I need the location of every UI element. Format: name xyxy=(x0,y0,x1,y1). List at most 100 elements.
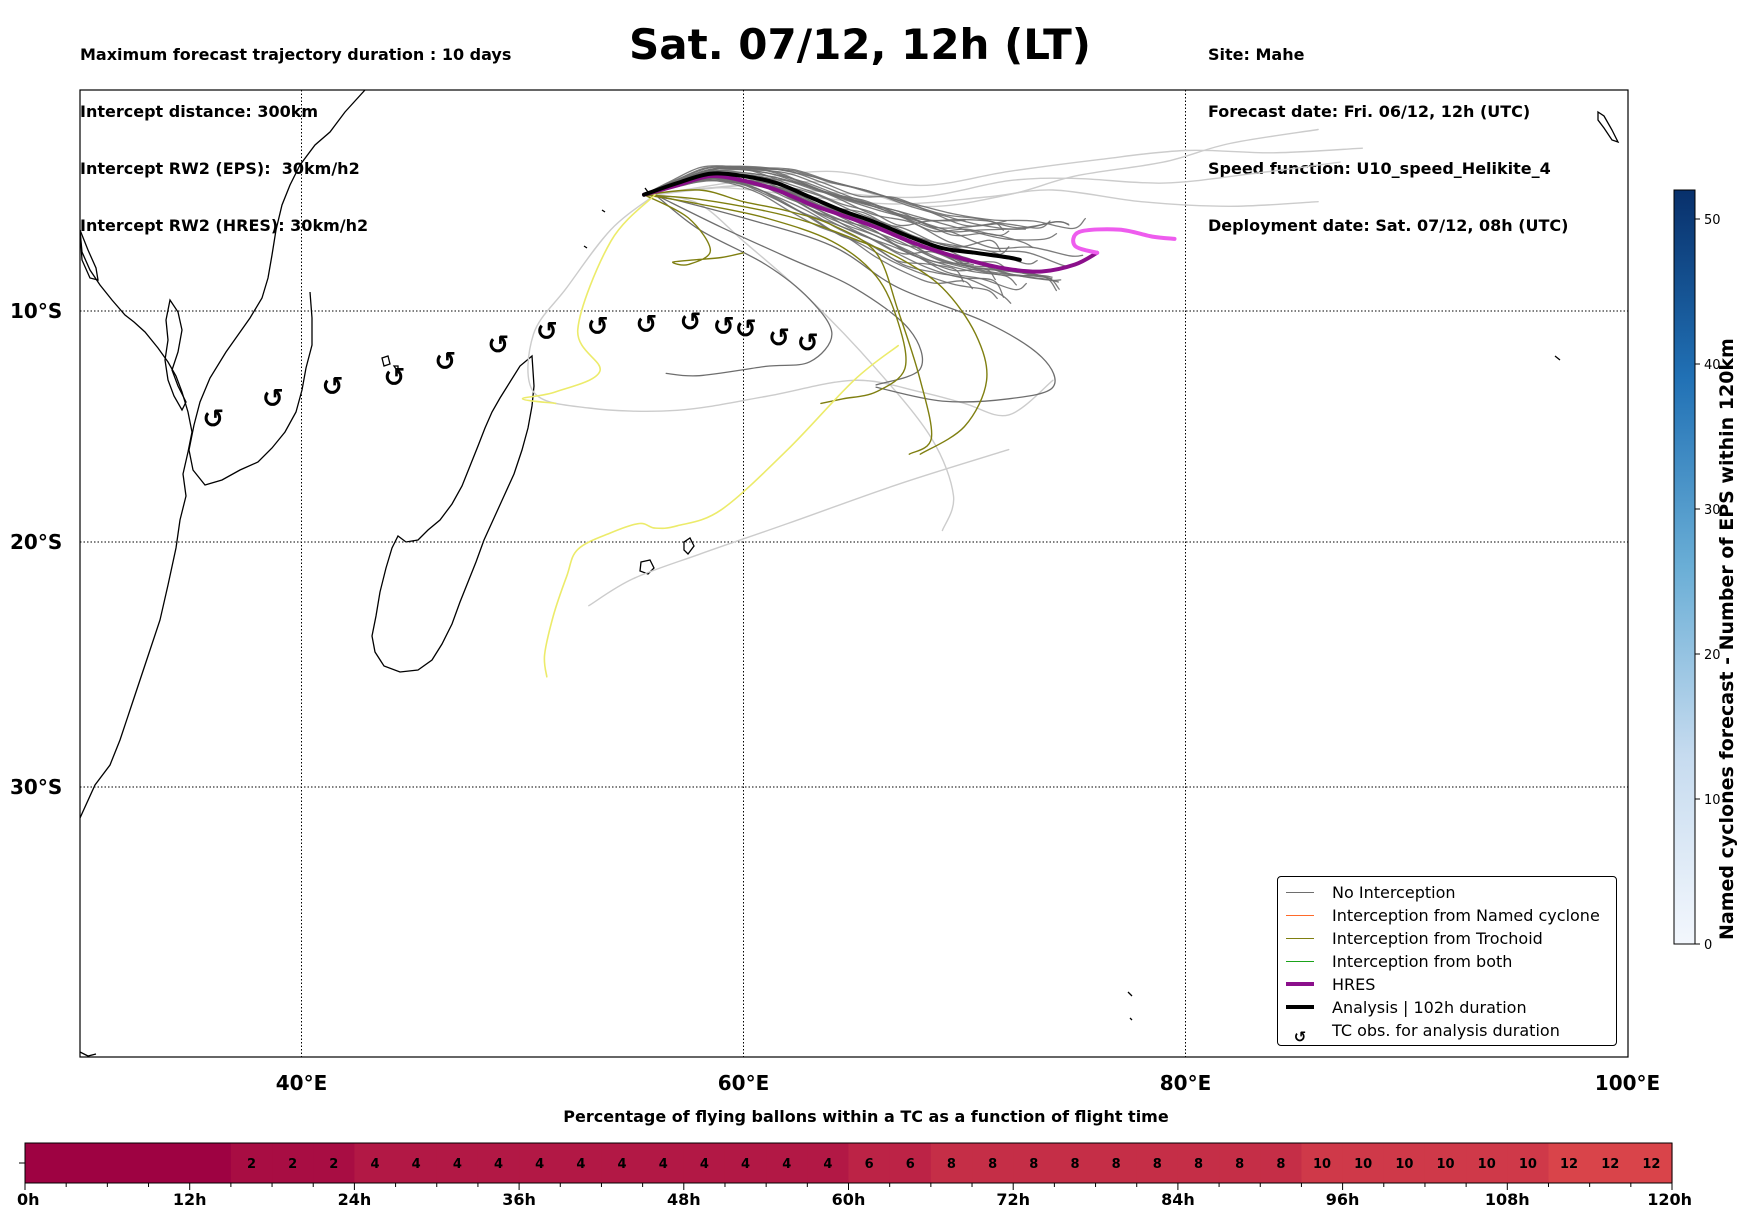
pct-bar-value-7: 2 xyxy=(329,1157,338,1172)
trajectory-layer xyxy=(521,128,1363,678)
colorbar-label: Named cyclones forecast - Number of EPS … xyxy=(1716,338,1738,940)
colorbar-tick-label-4: 40 xyxy=(1704,358,1721,373)
legend-swatch-green xyxy=(1286,960,1314,962)
tc-observation-symbols: ↺↺ ↺ ↺↺↺ ↺ ↺ ↺ ↺ ↺ ↺ ↺ ↺ xyxy=(202,308,818,435)
percentage-bar: 2 2 2 4 4 4 4 4 4 4 4 4 4 4 4 6 6 8 8 8 8 8 8 8 8 8 10 10 10 10 10 10 12… xyxy=(17,1142,1692,1209)
pct-bar-cell-18 xyxy=(766,1143,808,1183)
pct-bar-cell-20 xyxy=(848,1143,891,1183)
lon-tick-label-1: 60°E xyxy=(718,1071,770,1095)
southern-coast xyxy=(80,1051,97,1057)
pct-bar-value-21: 6 xyxy=(906,1157,915,1172)
pct-bar-time-label-4: 48h xyxy=(667,1190,701,1209)
eps-trochoid-track-2 xyxy=(643,194,907,405)
axis-tick-labels: 40°E 60°E 80°E 100°E 10°S 20°S 30°S xyxy=(10,299,1660,1095)
param-intercept-distance: Intercept distance: 300km xyxy=(80,102,319,121)
pct-bar-time-label-8: 96h xyxy=(1326,1190,1360,1209)
reunion-island xyxy=(639,559,655,575)
pct-bar-cell-28 xyxy=(1177,1143,1220,1183)
pct-bar-value-9: 4 xyxy=(412,1157,421,1172)
pct-bar-cell-14 xyxy=(601,1143,644,1183)
tc-obs-symbol-12: ↺ xyxy=(768,324,790,354)
pct-bar-value-11: 4 xyxy=(494,1157,503,1172)
pct-bar-time-label-1: 12h xyxy=(173,1190,207,1209)
east-africa-coastline xyxy=(188,90,366,486)
colorbar-tick-label-2: 20 xyxy=(1704,648,1721,663)
pct-bar-time-label-6: 72h xyxy=(996,1190,1030,1209)
legend-item-analysis: Analysis | 102h duration xyxy=(1286,996,1527,1018)
pct-bar-time-label-9: 108h xyxy=(1485,1190,1530,1209)
chart-title: Sat. 07/12, 12h (LT) xyxy=(629,20,1091,69)
seychelles-islands xyxy=(583,187,649,249)
legend-swatch-olive xyxy=(1286,937,1314,939)
pct-bar-value-37: 12 xyxy=(1560,1157,1578,1172)
eps-no-interception-track-28 xyxy=(643,166,1070,229)
pct-bar-cell-24 xyxy=(1013,1143,1055,1183)
pct-bar-cell-9 xyxy=(395,1143,438,1183)
pct-bar-cell-12 xyxy=(519,1143,561,1183)
pct-bar-cell-11 xyxy=(477,1143,520,1183)
mozambique-channel-island xyxy=(164,298,187,412)
madagascar-coastline xyxy=(371,354,535,673)
pct-bar-cell-38 xyxy=(1589,1143,1632,1183)
eps-light-track-5 xyxy=(527,194,1054,417)
lat-tick-label-2: 30°S xyxy=(10,775,62,799)
pct-bar-cell-13 xyxy=(560,1143,603,1183)
pct-bar-value-8: 4 xyxy=(370,1157,379,1172)
deployment-date: Deployment date: Sat. 07/12, 08h (UTC) xyxy=(1208,216,1569,235)
pct-bar-cell-34 xyxy=(1424,1143,1467,1183)
hres-track xyxy=(642,173,1100,274)
pct-bar-cell-1 xyxy=(66,1143,108,1183)
eps-no-interception-track-31 xyxy=(643,165,966,227)
pct-bar-value-28: 8 xyxy=(1194,1157,1203,1172)
legend-item-trochoid: Interception from Trochoid xyxy=(1286,927,1543,949)
pct-bar-time-label-7: 84h xyxy=(1161,1190,1195,1209)
legend-item-hres: HRES xyxy=(1286,973,1375,995)
site-name: Site: Mahe xyxy=(1208,45,1305,64)
tc-obs-symbol-10: ↺ xyxy=(713,312,735,342)
pct-bar-value-17: 4 xyxy=(741,1157,750,1172)
pct-bar-value-14: 4 xyxy=(618,1157,627,1172)
param-intercept-eps: Intercept RW2 (EPS): 30km/h2 xyxy=(80,159,360,178)
forecast-date: Forecast date: Fri. 06/12, 12h (UTC) xyxy=(1208,102,1531,121)
legend-swatch-black xyxy=(1286,1005,1314,1009)
colorbar-tick-label-3: 30 xyxy=(1704,503,1721,518)
pct-bar-value-38: 12 xyxy=(1601,1157,1619,1172)
legend-swatch-orange xyxy=(1286,914,1314,916)
colorbar-tick-label-1: 10 xyxy=(1704,793,1721,808)
eps-light-track-4 xyxy=(654,194,955,532)
mauritius-island xyxy=(683,537,695,555)
eps-no-interception-loop-1 xyxy=(654,194,833,377)
eps-no-interception-track-14 xyxy=(643,176,1062,282)
colorbar-tick-label-5: 50 xyxy=(1704,213,1721,228)
site-info: Site: Mahe Forecast date: Fri. 06/12, 12… xyxy=(1208,7,1568,254)
pct-bar-cell-30 xyxy=(1260,1143,1303,1183)
legend-swatch-purple xyxy=(1286,982,1314,986)
pct-bar-cell-36 xyxy=(1507,1143,1550,1183)
tc-obs-symbol-9: ↺ xyxy=(680,308,702,338)
eps-trochoid-track-0 xyxy=(643,189,933,455)
comoros-islands xyxy=(381,355,399,375)
pct-bar-value-25: 8 xyxy=(1070,1157,1079,1172)
pct-bar-time-label-0: 0h xyxy=(17,1190,40,1209)
eps-no-interception-track-32 xyxy=(643,166,1004,231)
pct-bar-value-33: 10 xyxy=(1395,1157,1413,1172)
pct-bar-value-15: 4 xyxy=(659,1157,668,1172)
pct-bar-value-30: 8 xyxy=(1276,1157,1285,1172)
eps-trochoid-track-3 xyxy=(643,194,745,266)
pct-bar-cell-23 xyxy=(972,1143,1014,1183)
pct-bar-cell-0 xyxy=(25,1143,67,1183)
pct-bar-time-label-3: 36h xyxy=(502,1190,536,1209)
pct-bar-cell-25 xyxy=(1054,1143,1097,1183)
lon-tick-label-0: 40°E xyxy=(276,1071,328,1095)
pct-bar-cell-2 xyxy=(107,1143,150,1183)
pct-bar-value-18: 4 xyxy=(782,1157,791,1172)
northeast-island xyxy=(1597,110,1620,144)
pct-bar-cell-29 xyxy=(1219,1143,1261,1183)
tc-obs-symbol-0: ↺ xyxy=(202,405,224,435)
eps-yellow-track-0 xyxy=(521,193,656,405)
pct-bar-value-39: 12 xyxy=(1642,1157,1660,1172)
chart-legend: No Interception Interception from Named … xyxy=(1277,876,1617,1046)
legend-item-named-cyclone: Interception from Named cyclone xyxy=(1286,904,1600,926)
pct-bar-value-22: 8 xyxy=(947,1157,956,1172)
eps-no-interception-loop-2 xyxy=(654,194,924,386)
